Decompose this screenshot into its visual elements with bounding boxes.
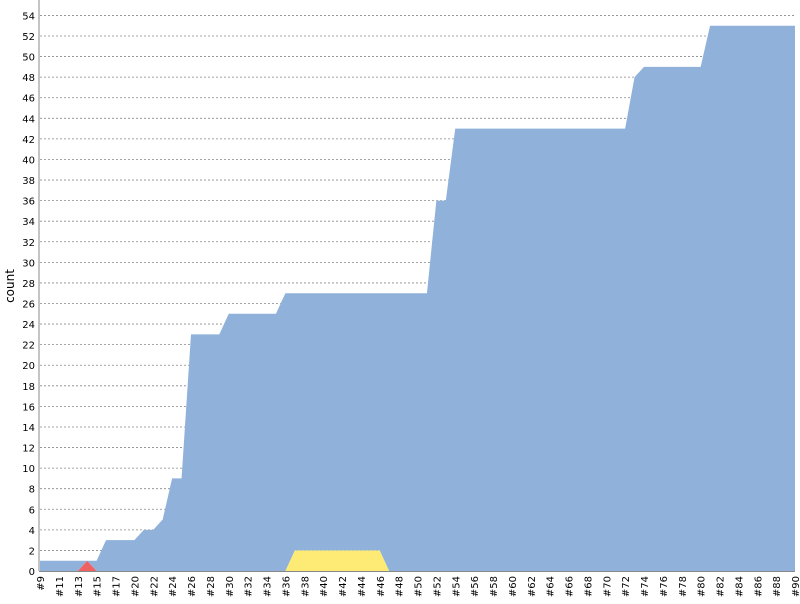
x-tick-label: #9: [36, 576, 47, 591]
x-tick-label: #46: [376, 576, 387, 597]
x-tick-label: #22: [149, 576, 160, 597]
y-tick-labels: 0246810121416182022242628303234363840424…: [22, 11, 35, 578]
y-tick-label: 24: [22, 320, 35, 331]
x-tick-label: #38: [300, 576, 311, 597]
y-tick-label: 52: [22, 32, 35, 43]
y-tick-label: 20: [22, 361, 35, 372]
x-tick-label: #60: [508, 576, 519, 597]
y-tick-label: 40: [22, 155, 35, 166]
x-tick-labels: #9 #11 #13 #15 #17 #20 #22 #24 #26 #28 #30 #32 #34 #3…: [36, 576, 800, 597]
y-tick-label: 12: [22, 444, 35, 455]
y-tick-label: 32: [22, 238, 35, 249]
x-tick-label: #82: [716, 576, 727, 597]
x-tick-label: #54: [451, 576, 462, 597]
y-tick-label: 38: [22, 176, 35, 187]
x-tick-label: #32: [244, 576, 255, 597]
y-tick-label: 0: [29, 567, 35, 578]
x-tick-label: #80: [697, 576, 708, 597]
x-tick-label: #28: [206, 576, 217, 597]
y-tick-label: 36: [22, 197, 35, 208]
y-tick-label: 22: [22, 341, 35, 352]
y-tick-label: 46: [22, 94, 35, 105]
x-tick-label: #20: [130, 576, 141, 597]
x-tick-label: #66: [565, 576, 576, 597]
x-tick-label: #40: [319, 576, 330, 597]
y-tick-label: 34: [22, 217, 35, 228]
y-axis-label: count: [3, 269, 17, 303]
x-tick-label: #24: [168, 576, 179, 597]
y-tick-label: 16: [22, 402, 35, 413]
x-tick-label: #13: [74, 576, 85, 597]
x-tick-label: #30: [225, 576, 236, 597]
y-tick-label: 18: [22, 382, 35, 393]
y-tick-label: 8: [29, 485, 35, 496]
y-tick-label: 50: [22, 53, 35, 64]
x-tick-label: #15: [93, 576, 104, 597]
y-tick-label: 10: [22, 464, 35, 475]
y-tick-label: 42: [22, 135, 35, 146]
x-tick-label: #34: [263, 576, 274, 597]
y-tick-label: 44: [22, 114, 35, 125]
y-tick-label: 6: [29, 505, 35, 516]
x-tick-label: #26: [187, 576, 198, 597]
x-tick-label: #90: [791, 576, 800, 597]
x-tick-label: #58: [489, 576, 500, 597]
x-tick-label: #44: [357, 576, 368, 597]
series-areas: [40, 25, 795, 572]
area-passed: [40, 25, 795, 572]
x-tick-label: #17: [112, 576, 123, 597]
axes: [38, 0, 795, 572]
x-tick-label: #64: [546, 576, 557, 597]
x-tick-label: #11: [55, 576, 66, 597]
y-tick-label: 14: [22, 423, 35, 434]
y-tick-label: 54: [22, 11, 35, 22]
y-tick-label: 28: [22, 279, 35, 290]
x-tick-label: #48: [395, 576, 406, 597]
x-tick-label: #56: [470, 576, 481, 597]
x-tick-label: #50: [414, 576, 425, 597]
y-tick-label: 30: [22, 258, 35, 269]
x-tick-label: #42: [338, 576, 349, 597]
y-tick-label: 2: [29, 546, 35, 557]
y-tick-label: 4: [29, 526, 35, 537]
x-tick-label: #70: [602, 576, 613, 597]
x-tick-label: #76: [659, 576, 670, 597]
x-tick-label: #52: [432, 576, 443, 597]
x-tick-label: #84: [734, 576, 745, 597]
x-tick-label: #72: [621, 576, 632, 597]
x-tick-label: #78: [678, 576, 689, 597]
x-tick-label: #74: [640, 576, 651, 597]
y-tick-label: 48: [22, 73, 35, 84]
y-tick-label: 26: [22, 300, 35, 311]
x-tick-label: #86: [753, 576, 764, 597]
x-tick-label: #88: [772, 576, 783, 597]
x-tick-label: #36: [281, 576, 292, 597]
x-tick-label: #62: [527, 576, 538, 597]
x-tick-label: #68: [583, 576, 594, 597]
